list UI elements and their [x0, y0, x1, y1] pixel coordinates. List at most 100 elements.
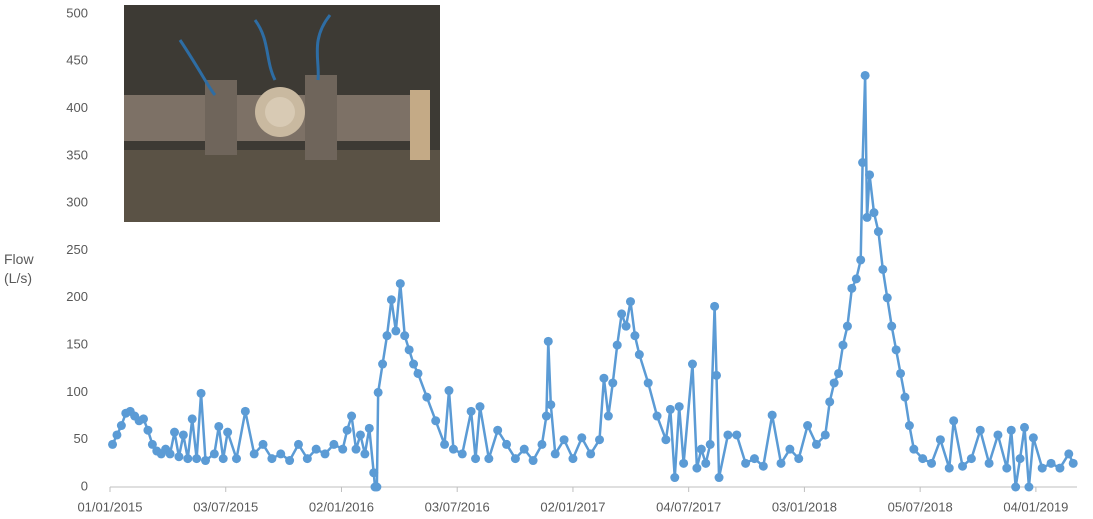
y-tick-label: 150 — [66, 337, 88, 352]
data-point — [1069, 459, 1078, 468]
y-tick-label: 250 — [66, 242, 88, 257]
data-point — [112, 430, 121, 439]
data-point — [666, 405, 675, 414]
data-point — [378, 360, 387, 369]
data-point — [1029, 433, 1038, 442]
data-point — [794, 454, 803, 463]
data-point — [741, 459, 750, 468]
data-point — [1055, 464, 1064, 473]
data-point — [568, 454, 577, 463]
data-point — [551, 449, 560, 458]
data-point — [391, 326, 400, 335]
data-point — [697, 445, 706, 454]
x-tick-label: 03/07/2015 — [193, 499, 258, 514]
data-point — [214, 422, 223, 431]
y-tick-label: 50 — [74, 431, 88, 446]
data-point — [347, 412, 356, 421]
data-point — [710, 302, 719, 311]
data-point — [715, 473, 724, 482]
data-point — [210, 449, 219, 458]
data-point — [712, 371, 721, 380]
data-point — [701, 459, 710, 468]
data-point — [858, 158, 867, 167]
data-point — [812, 440, 821, 449]
data-point — [179, 430, 188, 439]
data-point — [166, 449, 175, 458]
data-point — [440, 440, 449, 449]
data-point — [586, 449, 595, 458]
data-point — [577, 433, 586, 442]
data-point — [993, 430, 1002, 439]
data-point — [706, 440, 715, 449]
data-point — [303, 454, 312, 463]
data-point — [542, 412, 551, 421]
data-point — [900, 393, 909, 402]
y-tick-label: 100 — [66, 384, 88, 399]
data-point — [883, 293, 892, 302]
data-point — [878, 265, 887, 274]
data-point — [874, 227, 883, 236]
data-point — [1007, 426, 1016, 435]
data-point — [546, 400, 555, 409]
data-point — [843, 322, 852, 331]
data-point — [830, 378, 839, 387]
data-point — [467, 407, 476, 416]
data-point — [374, 388, 383, 397]
data-point — [945, 464, 954, 473]
data-point — [360, 449, 369, 458]
data-point — [484, 454, 493, 463]
data-point — [909, 445, 918, 454]
data-point — [892, 345, 901, 354]
data-point — [604, 412, 613, 421]
data-point — [493, 426, 502, 435]
x-tick-label: 02/01/2016 — [309, 499, 374, 514]
data-point — [630, 331, 639, 340]
data-point — [1016, 454, 1025, 463]
data-point — [675, 402, 684, 411]
data-point — [838, 341, 847, 350]
data-point — [276, 449, 285, 458]
data-point — [458, 449, 467, 458]
data-point — [108, 440, 117, 449]
data-point — [692, 464, 701, 473]
data-point — [422, 393, 431, 402]
data-point — [117, 421, 126, 430]
data-point — [825, 397, 834, 406]
data-point — [219, 454, 228, 463]
y-axis-label: Flow (L/s) — [4, 250, 48, 288]
data-point — [927, 459, 936, 468]
data-point — [139, 414, 148, 423]
photo-inset — [124, 5, 440, 222]
data-point — [352, 445, 361, 454]
y-tick-label: 200 — [66, 289, 88, 304]
data-point — [622, 322, 631, 331]
data-point — [896, 369, 905, 378]
data-point — [471, 454, 480, 463]
data-point — [869, 208, 878, 217]
data-point — [861, 71, 870, 80]
data-point — [321, 449, 330, 458]
data-point — [197, 389, 206, 398]
y-tick-label: 0 — [81, 478, 88, 493]
y-tick-label: 350 — [66, 147, 88, 162]
data-point — [936, 435, 945, 444]
data-point — [475, 402, 484, 411]
data-point — [617, 309, 626, 318]
chart: 05010015020025030035040045050001/01/2015… — [0, 0, 1093, 519]
data-point — [285, 456, 294, 465]
data-point — [918, 454, 927, 463]
data-point — [502, 440, 511, 449]
data-point — [785, 445, 794, 454]
data-point — [679, 459, 688, 468]
data-point — [723, 430, 732, 439]
data-point — [170, 428, 179, 437]
data-point — [431, 416, 440, 425]
data-point — [365, 424, 374, 433]
data-point — [803, 421, 812, 430]
x-tick-label: 03/07/2016 — [425, 499, 490, 514]
data-point — [511, 454, 520, 463]
data-point — [520, 445, 529, 454]
data-point — [599, 374, 608, 383]
data-point — [1064, 449, 1073, 458]
data-point — [768, 411, 777, 420]
